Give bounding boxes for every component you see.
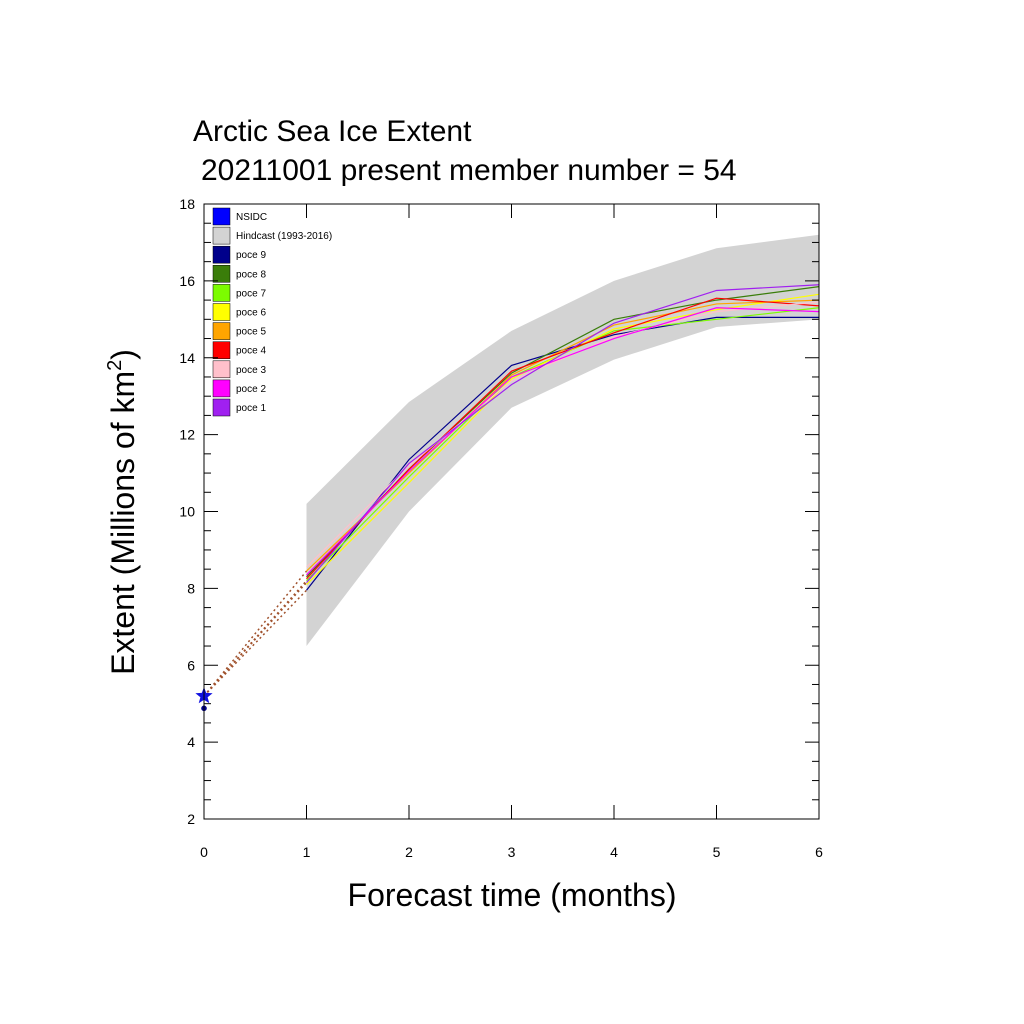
y-tick-label: 14 xyxy=(179,350,195,366)
initial-link-4 xyxy=(203,582,308,697)
hindcast-band xyxy=(306,234,819,647)
legend-label: poce 4 xyxy=(236,346,266,357)
x-tick-label: 6 xyxy=(815,844,823,860)
legend-swatch xyxy=(212,398,231,417)
chart-title-line1: Arctic Sea Ice Extent xyxy=(193,115,472,148)
series-line-poce-5 xyxy=(306,299,820,572)
legend-label: Hindcast (1993-2016) xyxy=(236,231,332,242)
y-tick-label: 18 xyxy=(179,196,195,212)
legend-label: poce 9 xyxy=(236,250,266,261)
x-tick-label: 2 xyxy=(405,844,413,860)
legend-swatch xyxy=(212,207,231,226)
legend-swatch xyxy=(212,226,231,245)
legend-label: poce 7 xyxy=(236,288,266,299)
x-tick-label: 5 xyxy=(713,844,721,860)
x-tick-label: 1 xyxy=(303,844,311,860)
series-line-poce-3 xyxy=(306,301,820,568)
legend-swatch xyxy=(212,322,231,340)
plot-area xyxy=(195,234,820,712)
y-tick-label: 4 xyxy=(187,734,195,750)
y-axis-label-close: ) xyxy=(105,349,141,360)
series-line-poce-4 xyxy=(306,297,820,580)
initial-link-2 xyxy=(203,580,308,697)
x-axis-label: Forecast time (months) xyxy=(348,877,677,913)
legend-label: poce 1 xyxy=(236,403,266,414)
series-line-poce-2 xyxy=(306,307,820,576)
y-tick-label: 2 xyxy=(187,811,195,827)
legend-label: NSIDC xyxy=(236,212,267,223)
y-tick-label: 12 xyxy=(179,427,195,443)
legend-label: poce 8 xyxy=(236,269,266,280)
legend-label: poce 2 xyxy=(236,384,266,395)
legend-label: poce 6 xyxy=(236,308,266,319)
legend-swatch xyxy=(212,245,231,264)
x-tick-label: 3 xyxy=(508,844,516,860)
y-tick-label: 16 xyxy=(179,273,195,289)
y-axis-label-superscript: 2 xyxy=(104,360,126,371)
y-tick-label: 10 xyxy=(179,504,195,520)
y-tick-label: 6 xyxy=(187,657,195,673)
chart-title-line2: 20211001 present member number = 54 xyxy=(201,154,737,187)
legend-label: poce 3 xyxy=(236,365,266,376)
x-tick-label: 0 xyxy=(200,844,208,860)
legend-label: poce 5 xyxy=(236,327,266,338)
legend-swatch xyxy=(212,303,231,321)
initial-link-1 xyxy=(203,589,308,697)
series-line-poce-1 xyxy=(306,284,820,584)
initial-link-3 xyxy=(203,570,308,697)
legend-swatch xyxy=(212,379,231,398)
x-tick-label: 4 xyxy=(610,844,618,860)
legend-swatch xyxy=(212,341,231,359)
legend: NSIDC Hindcast (1993-2016) poce 9 poce 8 poc… xyxy=(212,207,332,417)
legend-swatch xyxy=(212,360,231,379)
y-axis-label-main: Extent (Millions of km xyxy=(105,371,141,675)
y-axis-label: Extent (Millions of km2) xyxy=(104,349,141,675)
legend-swatch xyxy=(212,265,231,283)
legend-swatch xyxy=(212,284,231,302)
y-tick-label: 8 xyxy=(187,580,195,596)
